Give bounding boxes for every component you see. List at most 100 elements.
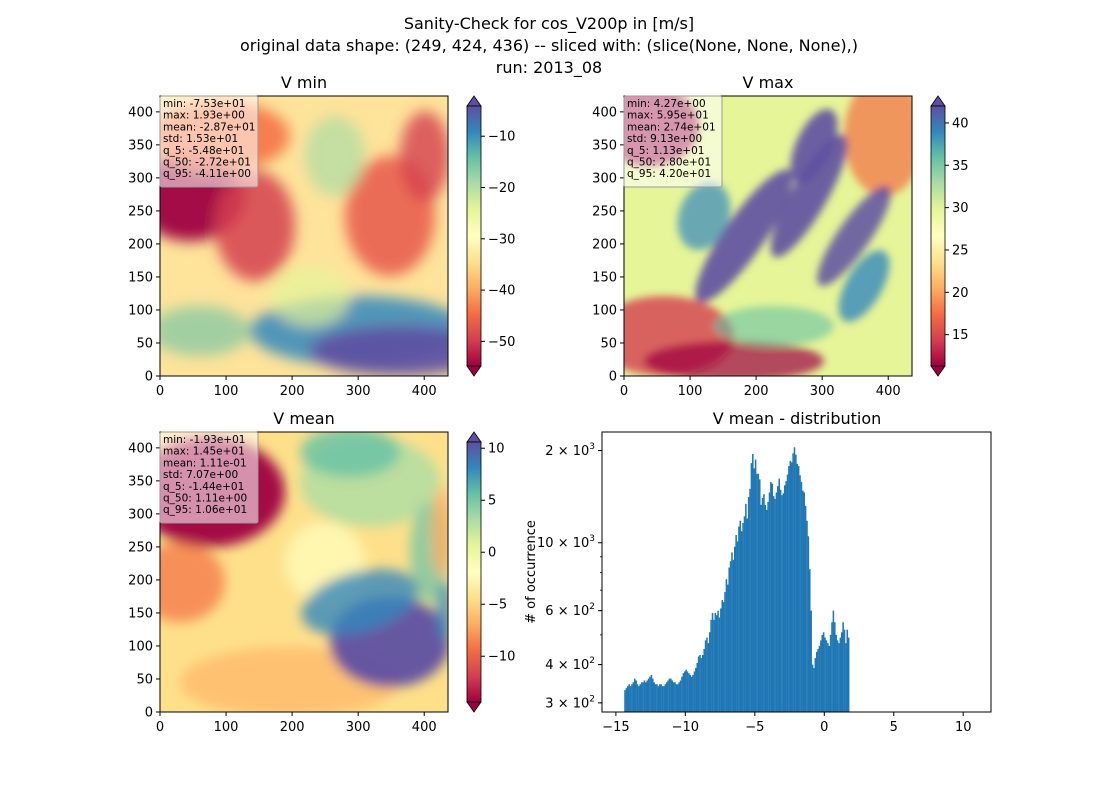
y-tick-base: 4 [545, 658, 553, 673]
colorbar-tick-label: −5 [488, 598, 507, 613]
histogram-bar [842, 622, 844, 712]
y-tick-base: 10 [537, 536, 554, 551]
histogram-bar [771, 483, 774, 712]
histogram-bar [635, 680, 637, 712]
histogram-bar [721, 600, 724, 712]
histogram-bar [663, 686, 665, 712]
histogram-bar [727, 584, 729, 712]
x-tick-label: 0 [156, 384, 164, 399]
y-tick-exponent: 2 [589, 656, 595, 666]
colorbar-tick-label: 35 [952, 159, 969, 174]
histogram-bar [733, 546, 736, 712]
histogram-bar [720, 608, 722, 712]
histogram-bar [624, 690, 626, 712]
y-tick-exponent: 2 [589, 694, 595, 704]
histogram-bar [814, 658, 817, 712]
histogram-bar [834, 622, 836, 712]
stat-line: q_95: -4.11e+00 [163, 168, 251, 180]
histogram-bar [683, 671, 686, 712]
y-tick-label: 300 [592, 171, 617, 186]
panel-title: V mean [273, 409, 334, 428]
histogram-bar [658, 684, 661, 712]
stat-line: min: 4.27e+00 [627, 98, 706, 110]
y-tick-label: 350 [128, 138, 153, 153]
stat-line: max: 5.95e+01 [627, 110, 709, 122]
histogram-bar [822, 632, 825, 712]
y-tick-times: × 10 [554, 696, 590, 711]
histogram-bars [624, 447, 850, 712]
stat-line: min: -1.93e+01 [163, 434, 245, 446]
histogram-bar [810, 610, 812, 712]
histogram-bar [640, 682, 643, 712]
colorbar-tick-label: −30 [488, 232, 515, 247]
colorbar-gradient [466, 105, 482, 367]
y-tick-label: 0 [145, 370, 153, 385]
y-tick-label: 250 [128, 540, 153, 555]
y-tick-base: 6 [545, 604, 553, 619]
histogram-bar [703, 648, 705, 712]
histogram-bar [756, 473, 758, 712]
histogram-bar [790, 462, 793, 712]
histogram-bar [770, 481, 772, 712]
stat-line: std: 9.13e+00 [627, 133, 702, 145]
histogram-bar [840, 632, 843, 712]
histogram-bar [629, 686, 632, 712]
histogram-bar [650, 674, 653, 712]
histogram-bar [728, 567, 730, 712]
histogram-bar [767, 501, 769, 712]
histogram-bar [674, 682, 676, 712]
y-tick-label: 4 × 102 [545, 656, 595, 673]
y-tick-label: 300 [128, 507, 153, 522]
histogram-bar [713, 619, 715, 712]
colorbar-tick-label: 20 [952, 286, 969, 301]
histogram-bar [717, 610, 719, 712]
histogram-bar [710, 619, 712, 712]
stat-line: mean: 1.11e-01 [163, 457, 247, 469]
stats-box-bg [159, 95, 259, 188]
histogram-bar [760, 504, 762, 712]
x-tick-label: 300 [810, 384, 835, 399]
histogram-bar [675, 684, 678, 712]
y-tick-exponent: 3 [589, 534, 595, 544]
histogram-bar [625, 688, 628, 712]
histogram-bar [788, 466, 790, 712]
y-tick-label: 3 × 102 [545, 694, 595, 711]
histogram-bar [695, 667, 697, 712]
y-tick-label: 50 [136, 336, 153, 351]
x-tick-label: 0 [620, 384, 628, 399]
stat-line: q_5: 1.13e+01 [627, 145, 704, 157]
histogram-bar [747, 497, 750, 712]
panel-title: V max [743, 73, 794, 92]
stat-line: q_50: 2.80e+01 [627, 157, 711, 169]
colorbar-tick-label: 15 [952, 328, 969, 343]
y-tick-label: 150 [128, 606, 153, 621]
y-tick-exponent: 3 [589, 442, 595, 452]
histogram-bar [745, 503, 747, 712]
histogram-bar [631, 684, 633, 712]
y-tick-label: 150 [592, 270, 617, 285]
histogram-bar [800, 481, 803, 712]
x-tick-label: 200 [744, 384, 769, 399]
y-tick-base: 3 [545, 696, 553, 711]
histogram-bar [707, 643, 710, 712]
y-tick-label: 50 [136, 672, 153, 687]
colorbar-tick-label: −40 [488, 284, 515, 299]
histogram-bar [736, 541, 739, 712]
histogram-bar [846, 629, 849, 712]
histogram-bar [761, 498, 764, 712]
colorbar: −50 −40 −30 −20 −10 [466, 95, 515, 377]
panel-v-mean: V mean 0 100 200 300 400 0501001502002503003… [128, 409, 515, 735]
histogram-bar [746, 518, 749, 712]
y-axis: 0 50 100 150 200 250 300 350 400 [592, 105, 624, 385]
colorbar-tick-label: −20 [488, 181, 515, 196]
stat-line: mean: 2.74e+01 [627, 121, 716, 133]
histogram-bar [782, 493, 785, 712]
x-tick-label: 100 [214, 384, 239, 399]
figure-title-line-3: run: 2013_08 [496, 58, 602, 78]
histogram-bar [682, 673, 685, 712]
histogram-bar [665, 682, 668, 712]
y-tick-times: × 10 [554, 658, 590, 673]
histogram-bar [806, 520, 808, 712]
histogram-bar [714, 612, 717, 712]
x-tick-label: 400 [412, 384, 437, 399]
